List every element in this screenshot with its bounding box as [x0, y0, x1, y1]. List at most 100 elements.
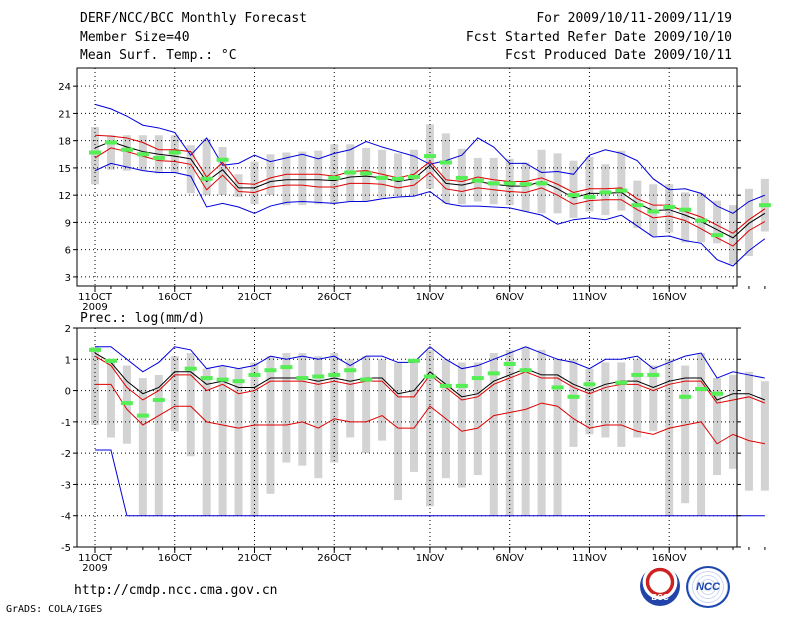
observed-marker [248, 372, 261, 377]
ensemble-range-bar [234, 174, 243, 197]
ensemble-range-bar [378, 359, 387, 441]
observed-marker [535, 181, 548, 186]
observed-marker [312, 374, 325, 379]
observed-marker [439, 160, 452, 165]
x-tick-label: 6NOV [496, 553, 525, 564]
observed-marker [487, 181, 500, 186]
ensemble-range-bar [681, 365, 690, 504]
ensemble-range-bar [601, 164, 610, 216]
ensemble-range-bar [362, 356, 371, 454]
observed-marker [679, 394, 692, 399]
observed-marker [344, 170, 357, 175]
observed-marker [519, 182, 532, 187]
ensemble-range-bar [569, 160, 578, 218]
ensemble-range-bar [744, 188, 753, 257]
panel-1: -5 -4 -3 -2 -1 0 1 2 11OCT 16OCT 21OCT 26OCT 1NOV 6NO… [61, 324, 769, 574]
observed-marker [200, 376, 213, 381]
ensemble-range-bar [218, 147, 227, 196]
observed-marker [423, 374, 436, 379]
observed-marker [264, 368, 277, 373]
ensemble-range-bar [521, 162, 530, 212]
observed-marker [89, 150, 101, 155]
observed-marker [376, 175, 389, 180]
ensemble-range-bar [314, 356, 323, 479]
ensemble-range-bar [394, 362, 403, 501]
ensemble-range-bar [649, 365, 658, 432]
variable-label: Mean Surf. Temp.: °C [80, 48, 237, 63]
y-tick-label: 21 [58, 109, 71, 120]
website-url[interactable]: http://cmdp.ncc.cma.gov.cn [74, 583, 278, 598]
observed-marker [647, 372, 660, 377]
ensemble-range-bar [473, 362, 482, 476]
x-tick-label: 1NOV [416, 553, 445, 564]
ensemble-range-bar [457, 362, 466, 488]
ensemble-range-bar [154, 374, 163, 516]
ensemble-range-bar [744, 371, 753, 491]
ensemble-range-bar [234, 368, 243, 516]
observed-marker [471, 178, 484, 183]
observed-marker [136, 413, 149, 418]
ensemble-range-bar [218, 365, 227, 516]
ensemble-range-bar [537, 349, 546, 516]
series-min-line [94, 162, 766, 267]
y-tick-label: 18 [58, 137, 71, 148]
ensemble-range-bar [346, 359, 355, 438]
observed-marker [503, 181, 516, 186]
observed-marker [519, 368, 532, 373]
observed-marker [487, 371, 500, 376]
observed-marker [615, 188, 628, 193]
ensemble-range-bar [617, 362, 626, 447]
y-tick-label: -1 [61, 418, 71, 429]
observed-marker [152, 397, 165, 402]
series-red_lower-line [95, 383, 765, 445]
ensemble-range-bar [106, 135, 115, 170]
ensemble-range-bar [138, 378, 147, 516]
forecast-started-date: Fcst Started Refer Date 2009/10/10 [465, 30, 732, 45]
ensemble-range-bar [729, 205, 737, 265]
ensemble-range-bar [665, 359, 674, 516]
observed-marker [408, 175, 420, 179]
ensemble-range-bar [330, 144, 339, 205]
plot-frame [76, 327, 738, 548]
observed-marker [232, 379, 245, 384]
observed-marker [679, 207, 692, 212]
observed-marker [567, 193, 580, 198]
x-tick-label: 26OCT [317, 553, 352, 564]
ncc-logo-text: NCC [696, 581, 720, 593]
observed-marker [455, 383, 468, 388]
observed-marker [392, 176, 405, 181]
ensemble-range-bar [633, 359, 642, 438]
panel-0: 3 6 9 12 15 18 21 24 11OCT 16OCT 21OCT 26OCT 1NOV 6NO… [58, 67, 771, 313]
x-tick-label: 21OCT [238, 292, 273, 303]
ensemble-range-bar [553, 153, 562, 214]
precip-panel-title: Prec.: log(mm/d) [80, 311, 206, 326]
observed-marker [567, 394, 580, 399]
ensemble-range-bar [202, 138, 211, 196]
x-year-label: 2009 [82, 563, 107, 574]
ensemble-range-bar [91, 127, 99, 185]
observed-marker [200, 176, 213, 181]
ensemble-range-bar [585, 368, 594, 435]
observed-marker [695, 218, 708, 223]
ensemble-range-bar [282, 353, 291, 463]
ensemble-range-bar [202, 368, 211, 516]
observed-marker [184, 366, 197, 371]
ensemble-range-bar [681, 192, 690, 243]
y-tick-label: 9 [65, 218, 71, 229]
y-tick-label: -3 [61, 480, 71, 491]
x-tick-label: 11NOV [572, 553, 607, 564]
x-tick-label: 11NOV [572, 292, 607, 303]
ensemble-range-bar [266, 154, 275, 196]
observed-marker [328, 175, 341, 180]
observed-marker [360, 171, 373, 176]
observed-marker [136, 152, 149, 157]
ensemble-range-bar [617, 150, 626, 211]
observed-marker [408, 358, 420, 363]
y-tick-label: 12 [58, 191, 71, 202]
ensemble-range-bar [760, 381, 769, 491]
y-tick-label: -4 [61, 512, 71, 523]
ensemble-range-bar [553, 359, 562, 516]
x-year-label: 2009 [82, 302, 107, 313]
observed-marker [168, 150, 181, 155]
